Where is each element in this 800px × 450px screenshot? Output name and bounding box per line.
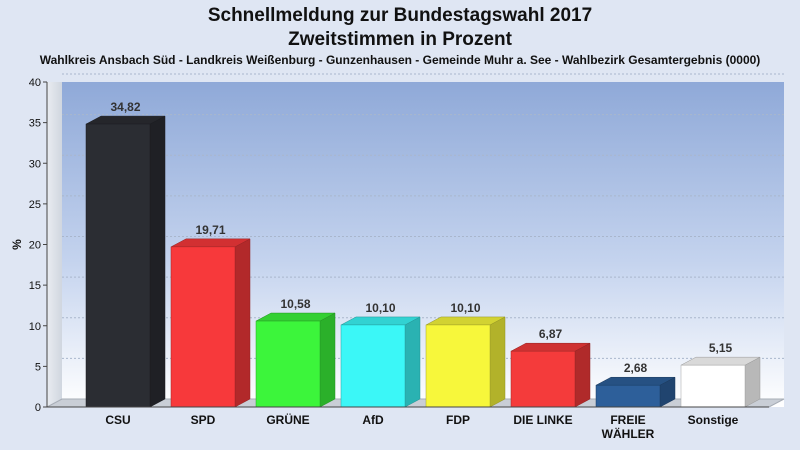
bar-value-label: 34,82: [110, 100, 140, 114]
bar-side: [149, 115, 166, 408]
bar-side: [489, 316, 506, 408]
x-tick-label: CSU: [105, 413, 130, 427]
bar-side: [404, 316, 421, 408]
y-tick-label: 20: [29, 240, 41, 252]
x-tick-label: WÄHLER: [602, 426, 655, 441]
bar-front: [595, 384, 661, 408]
y-axis-label: %: [10, 239, 24, 250]
plot-side-wall: [47, 82, 62, 407]
bar-side: [744, 356, 761, 408]
bar-spd: [170, 238, 251, 408]
bar-grüne: [255, 312, 336, 408]
chart-subtitle: Zweitstimmen in Prozent: [288, 29, 512, 50]
bar-front: [510, 350, 576, 408]
y-tick-label: 25: [29, 199, 41, 211]
bar-die-linke: [510, 342, 591, 408]
x-tick-label: SPD: [191, 413, 216, 427]
bar-side: [319, 312, 336, 408]
y-tick-label: 10: [29, 321, 41, 333]
bar-front: [340, 324, 406, 408]
y-tick-label: 0: [35, 402, 41, 414]
bar-fdp: [425, 316, 506, 408]
x-tick-label: FREIE: [610, 413, 645, 427]
bar-afd: [340, 316, 421, 408]
x-tick-label: DIE LINKE: [513, 413, 572, 427]
y-tick-label: 5: [35, 361, 41, 373]
x-tick-label: Sonstige: [688, 413, 739, 427]
bar-value-label: 6,87: [539, 327, 563, 341]
bar-value-label: 2,68: [624, 361, 648, 375]
y-tick-label: 15: [29, 280, 41, 292]
x-tick-label: AfD: [362, 413, 384, 427]
chart-title: Schnellmeldung zur Bundestagswahl 2017: [207, 5, 593, 26]
bar-value-label: 5,15: [709, 341, 733, 355]
bar-front: [255, 320, 321, 408]
y-tick-label: 40: [29, 77, 41, 89]
bar-value-label: 10,10: [450, 301, 480, 315]
x-tick-label: GRÜNE: [266, 412, 309, 427]
y-tick-label: 35: [29, 118, 41, 130]
bar-value-label: 19,71: [195, 223, 225, 237]
bar-sonstige: [680, 356, 761, 408]
bar-side: [574, 342, 591, 408]
bar-value-label: 10,58: [280, 297, 310, 311]
bar-front: [170, 246, 236, 408]
bar-front: [425, 324, 491, 408]
bar-value-label: 10,10: [365, 301, 395, 315]
bar-freie-wähler: [595, 376, 676, 408]
bar-front: [85, 123, 151, 408]
x-tick-label: FDP: [446, 413, 470, 427]
bar-csu: [85, 115, 166, 408]
bar-front: [680, 364, 746, 408]
chart-caption: Wahlkreis Ansbach Süd - Landkreis Weißen…: [39, 53, 761, 67]
y-tick-label: 30: [29, 158, 41, 170]
bar-side: [234, 238, 251, 408]
